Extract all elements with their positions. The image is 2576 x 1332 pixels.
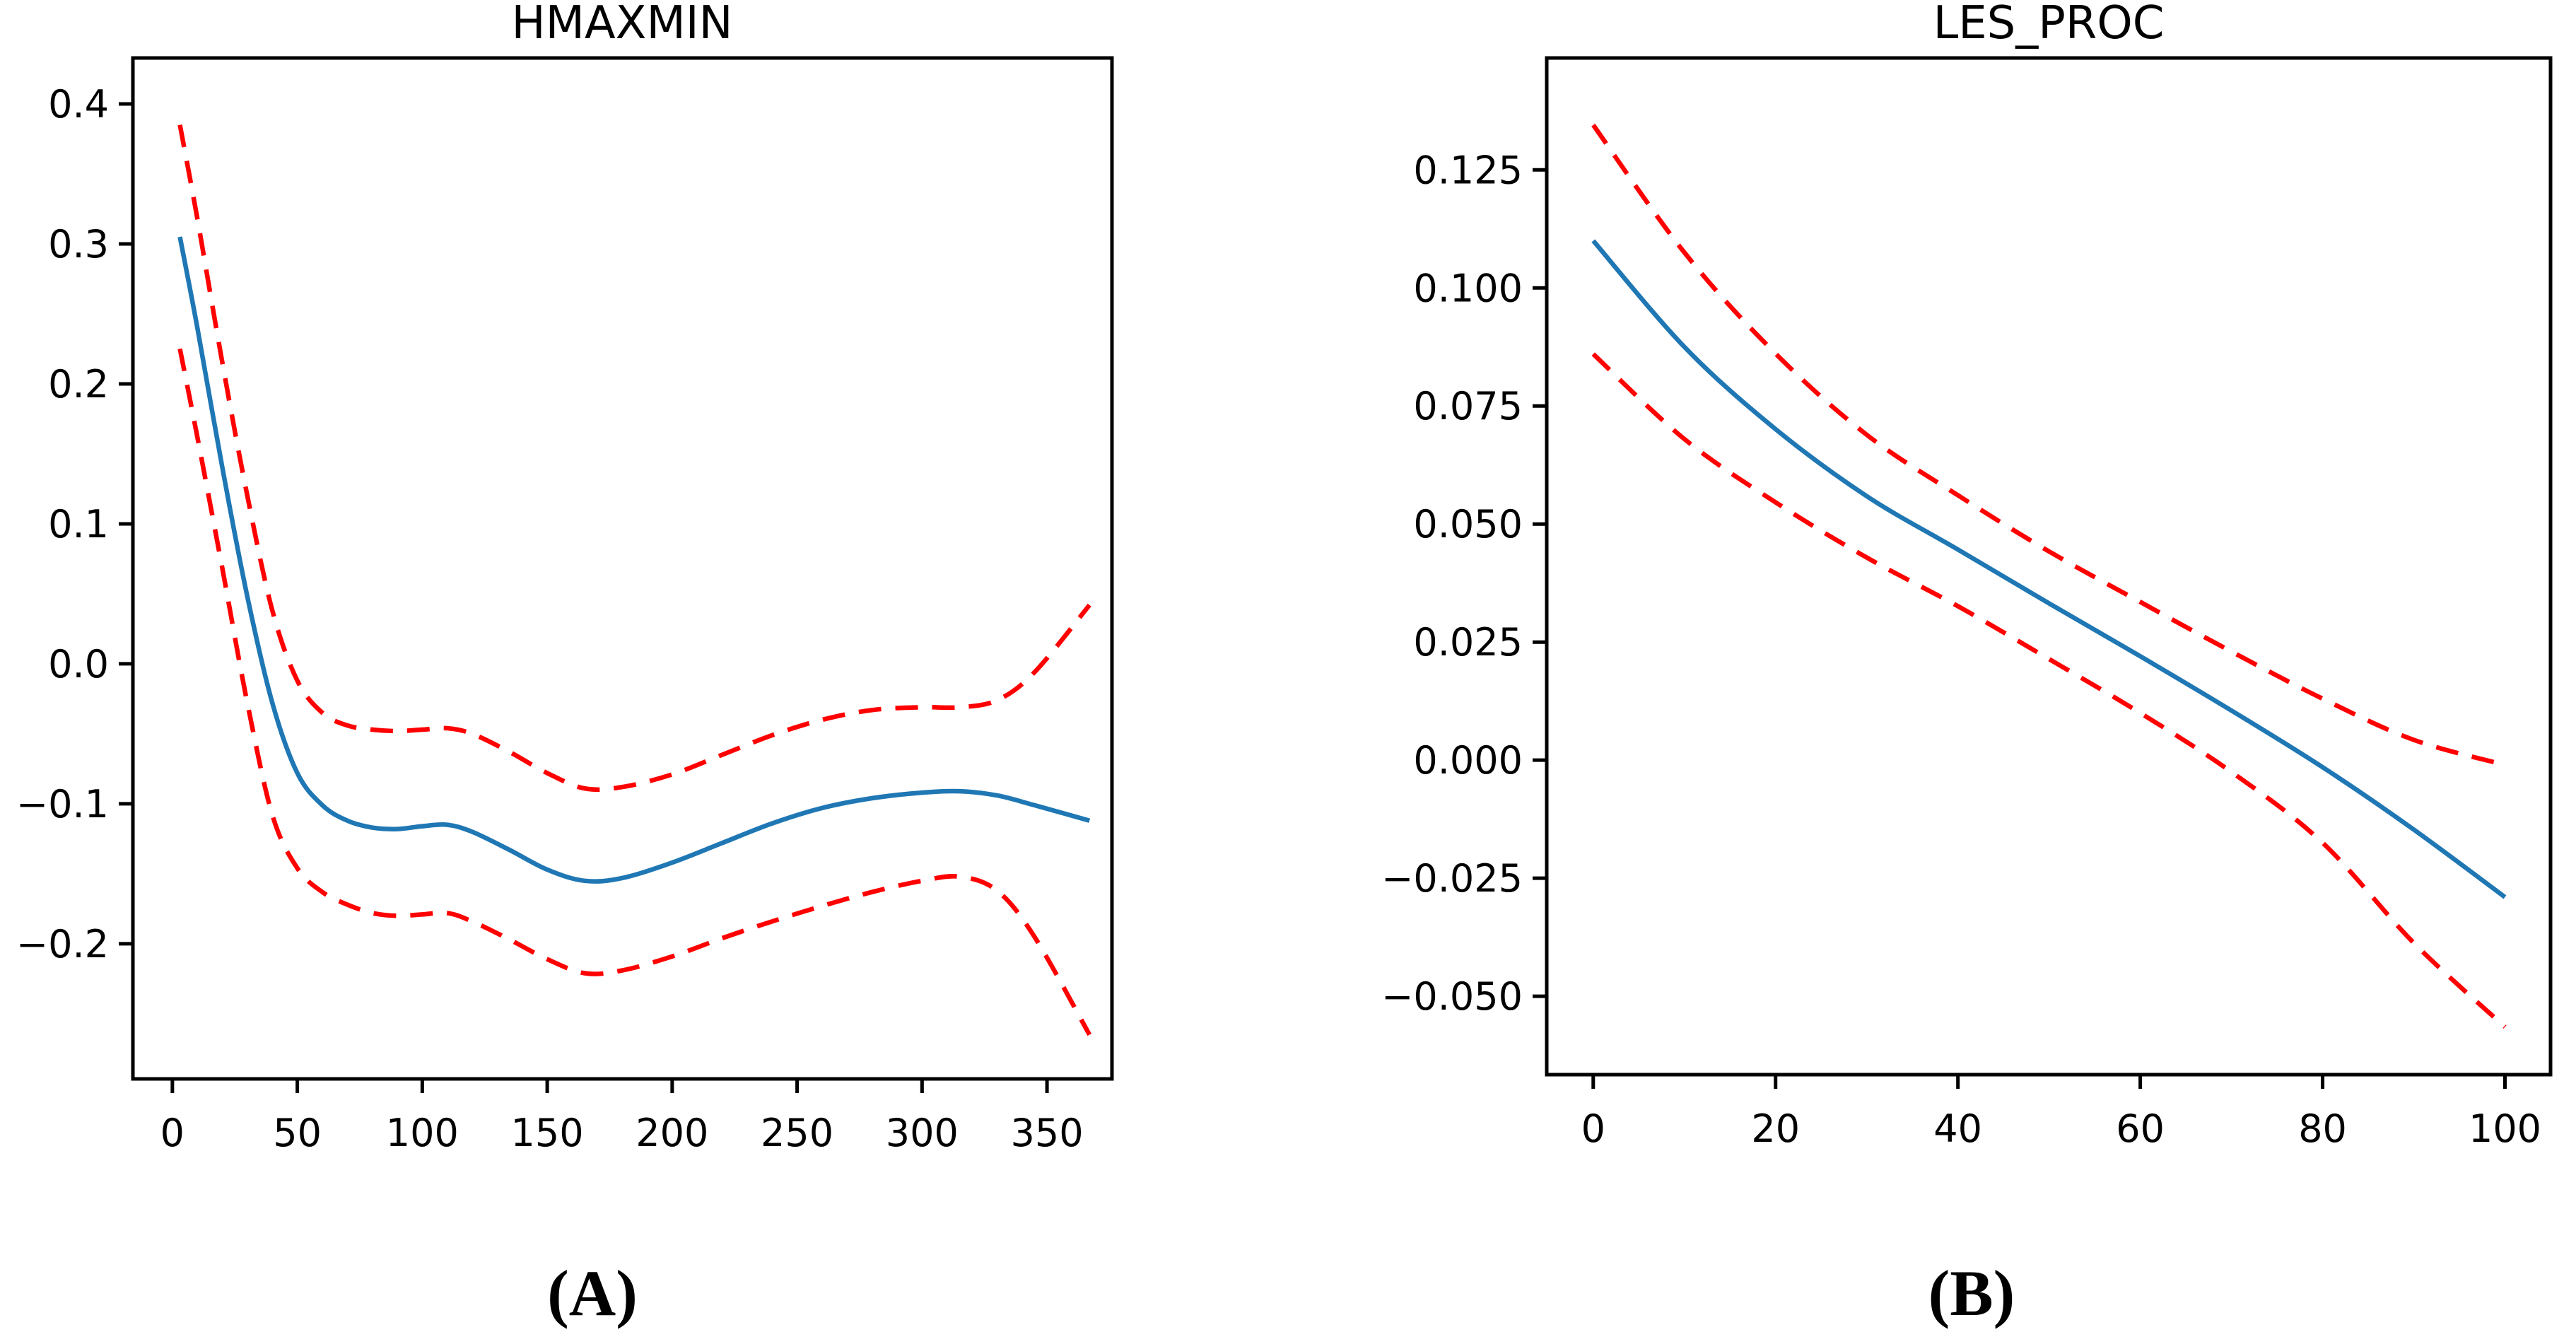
y-tick-label: −0.025 (1381, 856, 1523, 901)
y-tick-label: 0.1 (48, 502, 109, 547)
x-tick-label: 50 (273, 1111, 322, 1155)
y-tick-label: 0.3 (48, 222, 109, 267)
y-tick-label: 0.075 (1413, 384, 1523, 428)
y-tick-label: 0.4 (48, 82, 109, 127)
lower-confidence-line (177, 348, 1092, 1036)
x-tick-label: 40 (1933, 1106, 1982, 1151)
x-tick-label: 0 (1581, 1106, 1605, 1151)
x-tick-label: 250 (761, 1111, 833, 1155)
y-tick-label: −0.2 (16, 922, 109, 966)
panel-label-a: (A) (547, 1257, 638, 1329)
y-tick-label: 0.100 (1413, 266, 1523, 310)
x-tick-label: 80 (2298, 1106, 2347, 1151)
x-tick-label: 300 (886, 1111, 959, 1155)
upper-confidence-line (1591, 123, 2506, 768)
chart-title: LES_PROC (1933, 0, 2165, 49)
chart-panel-hmaxmin: HMAXMIN 0 50 100 150 200 250 300 350 0.4 0.3 0.2 0.… (16, 0, 1114, 1155)
axes: 0 20 40 60 80 100 0.125 0.100 0.075 0.050 0.025 0.0… (1381, 56, 2553, 1151)
series-lines (1591, 123, 2507, 1029)
x-tick-label: 350 (1011, 1111, 1084, 1155)
y-tick-label: −0.1 (16, 782, 109, 826)
lower-confidence-line (1591, 352, 2507, 1029)
upper-confidence-line (177, 124, 1091, 793)
y-tick-label: 0.025 (1413, 620, 1523, 665)
axes: 0 50 100 150 200 250 300 350 0.4 0.3 0.2 0.1 0.0 −0.1… (16, 56, 1114, 1155)
x-tick-label: 20 (1751, 1106, 1800, 1151)
estimate-line (1591, 239, 2507, 899)
chart-panel-les-proc: LES_PROC 0 20 40 60 80 100 0.125 0.100 0.075 0.05… (1381, 0, 2553, 1151)
plot-spines (131, 56, 1114, 1081)
x-tick-label: 0 (160, 1111, 185, 1155)
x-tick-label: 200 (636, 1111, 708, 1155)
x-tick-label: 60 (2116, 1106, 2165, 1151)
estimate-line (177, 236, 1091, 884)
y-tick-label: −0.050 (1381, 974, 1523, 1019)
y-tick-label: 0.2 (48, 362, 109, 407)
y-tick-label: 0.0 (48, 642, 109, 687)
y-tick-label: 0.000 (1413, 738, 1523, 783)
x-tick-label: 100 (2469, 1106, 2541, 1151)
x-tick-label: 150 (511, 1111, 584, 1155)
y-tick-label: 0.125 (1413, 148, 1523, 192)
y-tick-label: 0.050 (1413, 502, 1523, 547)
panel-label-b: (B) (1928, 1257, 2015, 1329)
chart-title: HMAXMIN (512, 0, 733, 49)
series-lines (177, 124, 1092, 1036)
plot-spines (1545, 56, 2553, 1077)
x-tick-label: 100 (386, 1111, 459, 1155)
